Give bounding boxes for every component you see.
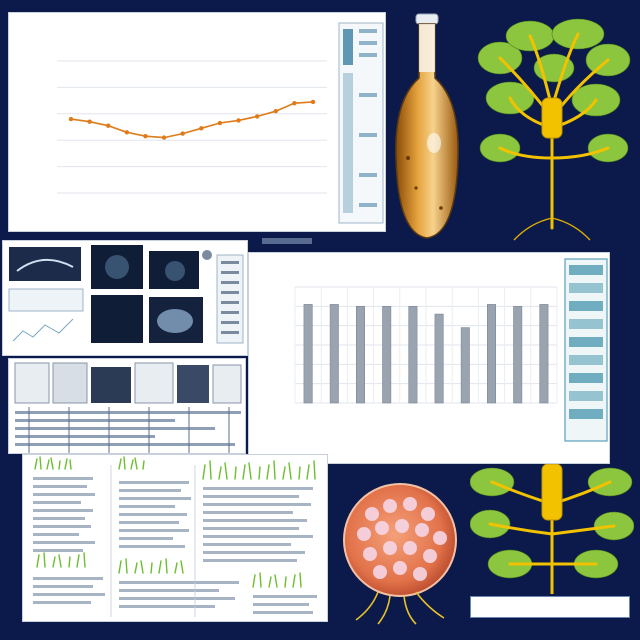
bar xyxy=(487,304,496,404)
line-point xyxy=(254,114,260,119)
line-point xyxy=(106,123,111,128)
flask-icon xyxy=(395,13,459,239)
document-collage xyxy=(14,362,242,453)
bar xyxy=(408,306,418,404)
line-point xyxy=(124,130,130,135)
tree-illustration-bottom xyxy=(470,464,634,594)
bar xyxy=(303,304,313,404)
line-series-points xyxy=(68,99,316,140)
line-point xyxy=(199,126,204,131)
image-grid-panel xyxy=(2,240,248,356)
line-point xyxy=(273,108,278,114)
bar xyxy=(329,304,339,404)
document-collage-panel xyxy=(8,358,246,454)
line-point xyxy=(292,101,297,106)
bar xyxy=(539,304,549,404)
image-grid xyxy=(8,245,244,344)
cell-illustration xyxy=(332,468,472,628)
line-chart-legend-strip xyxy=(338,22,384,224)
tree-illustration-top xyxy=(470,8,634,244)
line-point xyxy=(68,116,74,122)
tree-trunk-icon xyxy=(470,464,634,594)
bar-chart xyxy=(294,258,608,442)
cell-icon xyxy=(343,483,457,625)
line-chart-grid xyxy=(57,60,327,194)
flask-illustration xyxy=(386,8,468,244)
line-chart-panel xyxy=(8,12,386,232)
bar-chart-bars xyxy=(303,304,549,404)
tree-icon xyxy=(477,18,631,241)
grass-table xyxy=(33,456,317,617)
bar-chart-panel xyxy=(248,252,610,464)
bar xyxy=(382,306,392,404)
line-point xyxy=(87,119,92,124)
line-point xyxy=(217,120,223,126)
grass-table-panel xyxy=(22,454,328,622)
line-point xyxy=(236,118,241,123)
bar xyxy=(434,313,444,404)
line-point xyxy=(310,99,316,105)
line-series xyxy=(70,101,314,139)
line-point xyxy=(180,131,185,136)
line-point xyxy=(143,134,148,139)
bar xyxy=(460,327,470,404)
bar xyxy=(356,306,365,404)
bar xyxy=(513,306,523,404)
bar-chart-legend-strip xyxy=(564,258,608,442)
line-point xyxy=(161,135,167,140)
bottom-caption-box xyxy=(470,596,630,618)
line-chart xyxy=(57,22,384,224)
line-chart-caption xyxy=(262,238,312,244)
